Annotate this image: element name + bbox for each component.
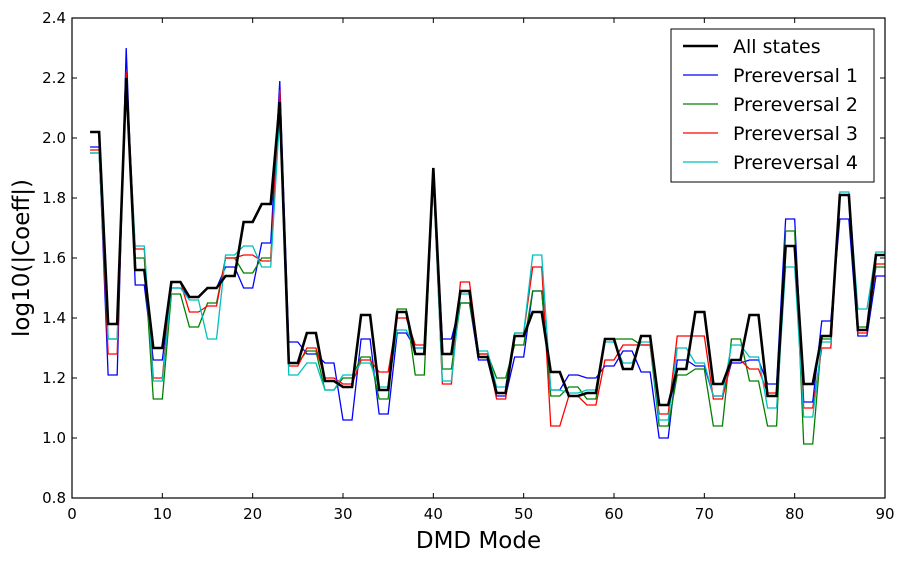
y-tick-label: 1.2 <box>42 369 66 387</box>
legend-label: Prereversal 2 <box>733 94 858 116</box>
legend-label: Prereversal 4 <box>733 152 858 174</box>
series-line-all-states <box>90 77 885 407</box>
y-axis-title: log10(|Coeff|) <box>9 179 35 337</box>
y-tick-label: 1.4 <box>42 309 66 327</box>
legend-label: Prereversal 1 <box>733 65 858 87</box>
y-tick-label: 2.0 <box>42 129 66 147</box>
y-tick-label: 2.2 <box>42 69 66 87</box>
legend: All states Prereversal 1 Prereversal 2 Prer… <box>670 28 875 183</box>
series-layer <box>90 47 885 445</box>
x-tick-label: 90 <box>875 505 894 523</box>
x-tick-label: 70 <box>695 505 714 523</box>
series-line-prereversal-3 <box>90 71 885 427</box>
x-tick-label: 30 <box>333 505 352 523</box>
legend-label: Prereversal 3 <box>733 123 858 145</box>
x-tick-label: 10 <box>153 505 172 523</box>
x-tick-label: 60 <box>604 505 623 523</box>
x-tick-label: 80 <box>785 505 804 523</box>
x-tick-label: 40 <box>424 505 443 523</box>
y-tick-label: 0.8 <box>42 489 66 507</box>
x-tick-label: 20 <box>243 505 262 523</box>
y-tick-label: 1.8 <box>42 189 66 207</box>
y-tick-label: 2.4 <box>42 9 66 27</box>
x-tick-label: 0 <box>67 505 77 523</box>
y-tick-label: 1.6 <box>42 249 66 267</box>
x-axis-title: DMD Mode <box>416 528 541 554</box>
series-line-prereversal-4 <box>90 80 885 421</box>
legend-label: All states <box>733 36 821 58</box>
legend-box <box>670 28 875 183</box>
x-tick-label: 50 <box>514 505 533 523</box>
ticks-layer: 0 10 20 30 40 50 60 70 80 90 0.8 1.0 1.2 1.4 1.6 1.8 2.0… <box>42 9 894 523</box>
y-tick-label: 1.0 <box>42 429 66 447</box>
